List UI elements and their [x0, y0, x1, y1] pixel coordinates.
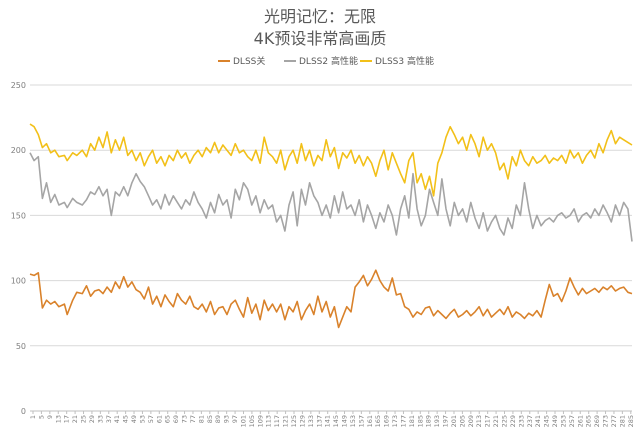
x-tick-label: 269 [593, 415, 601, 427]
x-tick-label: 145 [332, 415, 340, 427]
x-tick-label: 241 [534, 415, 542, 427]
x-tick-label: 97 [231, 415, 239, 423]
y-axis: 0 50 100 150 200 250 [11, 81, 26, 416]
x-tick-label: 265 [585, 415, 593, 427]
x-tick-label: 65 [164, 415, 172, 423]
x-axis: 1 5 9 13 17 21 25 29 33 37 41 45 49 53 57 61 65 69 73 77 81 8… [29, 411, 635, 427]
x-tick-label: 13 [54, 415, 62, 423]
x-tick-label: 277 [610, 415, 618, 427]
x-tick-label: 113 [265, 415, 273, 427]
x-tick-label: 197 [442, 415, 450, 427]
x-tick-label: 229 [509, 415, 517, 427]
y-tick-label: 250 [11, 81, 26, 90]
y-tick-label: 0 [21, 407, 26, 416]
x-tick-label: 45 [122, 415, 130, 423]
x-tick-label: 157 [357, 415, 365, 427]
chart-subtitle: 4K预设非常高画质 [254, 29, 387, 48]
x-tick-label: 169 [383, 415, 391, 427]
series-line-2 [29, 152, 633, 242]
x-tick-label: 9 [46, 415, 54, 419]
x-tick-label: 117 [273, 415, 281, 427]
x-tick-label: 201 [450, 415, 458, 427]
x-tick-label: 273 [602, 415, 610, 427]
x-tick-label: 165 [374, 415, 382, 427]
x-tick-label: 209 [467, 415, 475, 427]
x-tick-label: 73 [181, 415, 189, 423]
x-tick-label: 233 [517, 415, 525, 427]
x-tick-label: 105 [248, 415, 256, 427]
y-tick-label: 50 [16, 342, 26, 351]
x-tick-label: 29 [88, 415, 96, 423]
x-tick-label: 125 [290, 415, 298, 427]
x-tick-label: 161 [366, 415, 374, 427]
x-tick-label: 217 [484, 415, 492, 427]
y-tick-label: 150 [11, 211, 26, 220]
x-tick-label: 225 [500, 415, 508, 427]
x-tick-label: 173 [391, 415, 399, 427]
x-tick-label: 245 [543, 415, 551, 427]
legend-item-2: DLSS2 高性能 [284, 55, 358, 67]
x-tick-label: 281 [618, 415, 626, 427]
x-tick-label: 129 [298, 415, 306, 427]
legend-label: DLSS关 [233, 55, 265, 67]
legend-label: DLSS2 高性能 [299, 55, 358, 67]
x-tick-label: 141 [324, 415, 332, 427]
x-tick-label: 137 [315, 415, 323, 427]
x-tick-label: 101 [239, 415, 247, 427]
x-tick-label: 17 [63, 415, 71, 423]
x-tick-label: 133 [307, 415, 315, 427]
x-tick-label: 41 [113, 415, 121, 423]
y-tick-label: 200 [11, 146, 26, 155]
series-layer [29, 123, 633, 329]
x-tick-label: 153 [349, 415, 357, 427]
x-tick-label: 37 [105, 415, 113, 423]
gridlines [30, 84, 632, 412]
x-tick-label: 189 [425, 415, 433, 427]
x-tick-label: 193 [433, 415, 441, 427]
x-tick-label: 257 [568, 415, 576, 427]
x-tick-label: 261 [576, 415, 584, 427]
chart-title: 光明记忆：无限 [264, 7, 376, 26]
legend-item-1: DLSS关 [218, 55, 265, 67]
x-tick-label: 33 [96, 415, 104, 423]
x-tick-label: 109 [256, 415, 264, 427]
x-tick-label: 181 [408, 415, 416, 427]
y-tick-label: 100 [11, 277, 26, 286]
x-tick-label: 21 [71, 415, 79, 423]
x-tick-label: 249 [551, 415, 559, 427]
chart-legend: DLSS关 DLSS2 高性能 DLSS3 高性能 [218, 55, 434, 67]
x-tick-label: 81 [197, 415, 205, 423]
x-tick-label: 205 [458, 415, 466, 427]
x-tick-label: 61 [155, 415, 163, 423]
x-tick-label: 25 [80, 415, 88, 423]
legend-label: DLSS3 高性能 [375, 55, 434, 67]
x-tick-label: 57 [147, 415, 155, 423]
series-line-3 [29, 123, 633, 197]
x-tick-label: 1 [29, 415, 37, 419]
x-tick-label: 177 [399, 415, 407, 427]
x-tick-label: 49 [130, 415, 138, 423]
x-tick-label: 185 [416, 415, 424, 427]
x-tick-label: 121 [282, 415, 290, 427]
x-tick-label: 5 [37, 415, 45, 419]
x-tick-label: 237 [526, 415, 534, 427]
x-tick-label: 85 [206, 415, 214, 423]
x-tick-label: 253 [559, 415, 567, 427]
x-tick-label: 77 [189, 415, 197, 423]
x-tick-label: 213 [475, 415, 483, 427]
x-tick-label: 285 [627, 415, 635, 427]
x-tick-label: 93 [223, 415, 231, 423]
x-tick-label: 69 [172, 415, 180, 423]
x-tick-label: 53 [138, 415, 146, 423]
x-tick-label: 149 [341, 415, 349, 427]
legend-item-3: DLSS3 高性能 [360, 55, 434, 67]
x-tick-label: 221 [492, 415, 500, 427]
x-tick-label: 89 [214, 415, 222, 423]
series-line-1 [29, 269, 633, 329]
